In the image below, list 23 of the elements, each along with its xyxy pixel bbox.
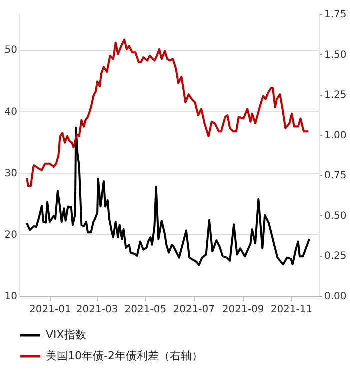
legend-label: VIX指数 bbox=[46, 328, 86, 342]
y-tick-label: 10 bbox=[4, 292, 18, 302]
y2-tick-label: 0.25 bbox=[324, 251, 347, 262]
y2-tick-label: 1.00 bbox=[324, 130, 347, 142]
y-tick-label: 20 bbox=[4, 230, 18, 241]
y2-tick-label: 1.75 bbox=[324, 10, 347, 20]
y2-tick-label: 0.75 bbox=[324, 170, 347, 182]
y-tick-label: 30 bbox=[4, 168, 18, 180]
x-tick-label: 2021-05 bbox=[124, 304, 167, 316]
x-tick-label: 2021-11 bbox=[270, 304, 313, 316]
line-series bbox=[26, 38, 310, 188]
x-tick-label: 2021-07 bbox=[173, 304, 215, 316]
line-series bbox=[26, 126, 310, 266]
y2-tick-label: 0.00 bbox=[324, 292, 347, 302]
y2-tick-label: 1.25 bbox=[324, 90, 347, 102]
x-tick-label: 2021-01 bbox=[30, 304, 72, 316]
y-tick-label: 50 bbox=[4, 45, 18, 56]
y2-tick-label: 0.50 bbox=[324, 210, 347, 222]
x-tick-label: 2021-09 bbox=[222, 304, 264, 316]
y2-tick-label: 1.50 bbox=[324, 50, 347, 61]
legend-label: 美国10年债-2年债利差（右轴） bbox=[46, 350, 203, 362]
x-tick-label: 2021-03 bbox=[76, 304, 118, 316]
y-tick-label: 40 bbox=[4, 106, 18, 118]
